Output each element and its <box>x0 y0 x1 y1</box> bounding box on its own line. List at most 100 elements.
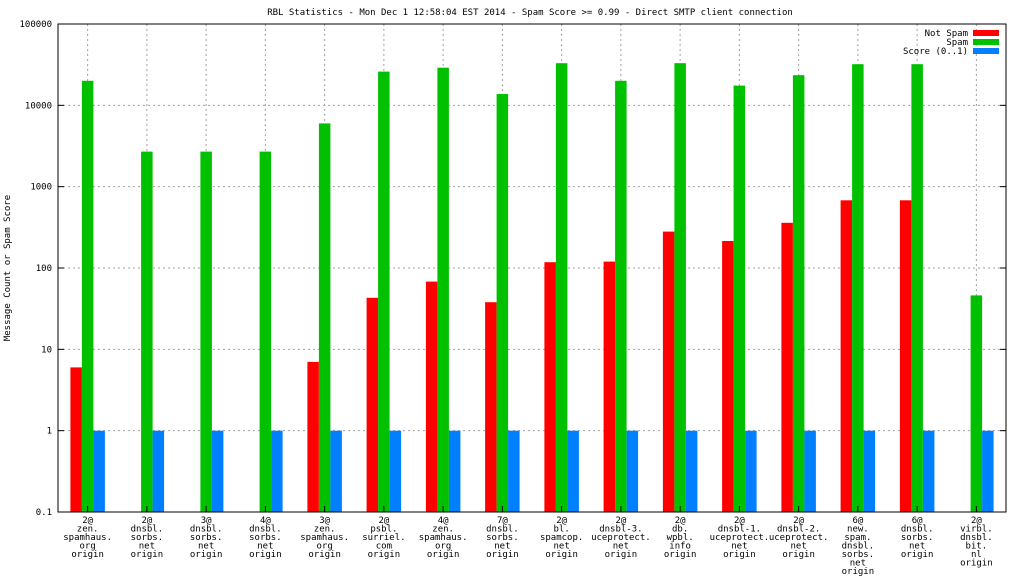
bar-spam <box>141 151 153 512</box>
x-tick-label: sorbs. <box>249 533 282 543</box>
x-tick-label: origin <box>782 550 815 560</box>
x-tick-label: 4@ <box>260 516 271 526</box>
x-tick-label: uceprotect. <box>769 533 829 543</box>
x-tick-label: dnsbl. <box>842 542 875 552</box>
x-tick-label: 2@ <box>971 516 982 526</box>
y-tick-label: 1000 <box>30 183 52 193</box>
x-tick-label: net <box>850 559 866 569</box>
bar-spam <box>378 71 390 512</box>
bar-not-spam <box>366 297 379 512</box>
x-tick-label: dnsbl-2. <box>777 525 820 535</box>
x-tick-label: origin <box>486 550 519 560</box>
x-ticks: 2@zen.spamhaus.orgorigin2@dnsbl.sorbs.ne… <box>63 506 993 576</box>
x-tick-label: net <box>613 542 629 552</box>
x-tick-label: 6@ <box>852 516 863 526</box>
x-tick-label: dnsbl-1. <box>718 525 761 535</box>
x-tick-label: origin <box>545 550 578 560</box>
x-tick-label: sorbs. <box>190 533 223 543</box>
y-tick-label: 100 <box>36 264 52 274</box>
x-tick-label: sorbs. <box>131 533 164 543</box>
bar-spam <box>852 64 864 512</box>
bar-score-0-1 <box>982 430 994 512</box>
x-tick-label: dnsbl. <box>901 525 934 535</box>
y-axis-label: Message Count or Spam Score <box>3 195 13 341</box>
x-tick-label: dnsbl. <box>131 525 164 535</box>
x-tick-label: net <box>139 542 155 552</box>
x-tick-label: spamcop. <box>540 533 583 543</box>
bar-not-spam <box>70 367 82 512</box>
legend-label: Spam <box>946 38 968 48</box>
chart-title: RBL Statistics - Mon Dec 1 12:58:04 EST … <box>267 8 793 18</box>
x-tick-label: net <box>198 542 214 552</box>
bar-score-0-1 <box>448 430 461 512</box>
bar-not-spam <box>722 241 734 512</box>
x-tick-label: origin <box>427 550 460 560</box>
x-tick-label: 2@ <box>378 516 389 526</box>
x-tick-label: new. <box>847 525 869 535</box>
x-tick-label: net <box>790 542 806 552</box>
x-tick-label: sorbs. <box>486 533 519 543</box>
x-tick-label: 2@ <box>675 516 686 526</box>
x-tick-label: virbl. <box>960 525 993 535</box>
legend-label: Not Spam <box>925 29 968 39</box>
bar-spam <box>733 85 746 512</box>
bar-spam <box>318 123 331 513</box>
bar-spam <box>81 80 94 513</box>
bar-score-0-1 <box>685 430 698 512</box>
x-tick-label: 2@ <box>556 516 567 526</box>
x-tick-label: origin <box>368 550 401 560</box>
bar-score-0-1 <box>567 430 579 512</box>
x-tick-label: net <box>731 542 747 552</box>
x-tick-label: sorbs. <box>901 533 934 543</box>
x-tick-label: spamhaus. <box>300 533 349 543</box>
bar-score-0-1 <box>211 430 224 512</box>
bar-score-0-1 <box>330 430 342 512</box>
legend-swatch <box>973 39 999 45</box>
x-tick-label: wpbl. <box>667 533 694 543</box>
bar-spam <box>792 75 805 512</box>
bars-layer <box>70 63 994 513</box>
x-tick-label: bit. <box>966 542 988 552</box>
x-tick-label: dnsbl. <box>190 525 223 535</box>
bar-score-0-1 <box>922 430 935 512</box>
x-tick-label: org <box>316 542 332 552</box>
x-tick-label: surriel. <box>362 533 405 543</box>
x-tick-label: net <box>257 542 273 552</box>
y-tick-label: 0.1 <box>36 508 52 518</box>
x-tick-label: dnsbl. <box>486 525 519 535</box>
x-tick-label: 7@ <box>497 516 508 526</box>
x-tick-label: origin <box>71 550 104 560</box>
bar-spam <box>437 67 449 512</box>
x-tick-label: origin <box>723 550 756 560</box>
x-tick-label: origin <box>960 559 993 569</box>
bar-not-spam <box>544 262 556 512</box>
bar-not-spam <box>425 281 438 512</box>
x-tick-label: 2@ <box>793 516 804 526</box>
bar-score-0-1 <box>271 430 283 512</box>
x-tick-label: origin <box>308 550 341 560</box>
bar-spam <box>259 151 272 512</box>
x-tick-label: org <box>79 542 95 552</box>
bar-not-spam <box>307 361 319 512</box>
bar-score-0-1 <box>389 430 402 512</box>
x-tick-label: info <box>669 542 691 552</box>
bar-score-0-1 <box>745 430 757 512</box>
bar-spam <box>555 63 568 512</box>
x-tick-label: sorbs. <box>842 550 875 560</box>
x-tick-label: origin <box>605 550 638 560</box>
bar-spam <box>200 151 212 512</box>
x-tick-label: org <box>435 542 451 552</box>
x-tick-label: net <box>494 542 510 552</box>
x-tick-label: dnsbl. <box>249 525 282 535</box>
x-tick-label: spamhaus. <box>419 533 468 543</box>
x-tick-label: 6@ <box>912 516 923 526</box>
bar-score-0-1 <box>508 430 520 512</box>
x-tick-label: 2@ <box>141 516 152 526</box>
x-tick-label: origin <box>131 550 164 560</box>
y-tick-label: 10 <box>41 345 52 355</box>
x-tick-label: bl. <box>553 525 569 535</box>
x-tick-label: net <box>553 542 569 552</box>
bar-not-spam <box>662 231 675 512</box>
x-tick-label: origin <box>249 550 282 560</box>
